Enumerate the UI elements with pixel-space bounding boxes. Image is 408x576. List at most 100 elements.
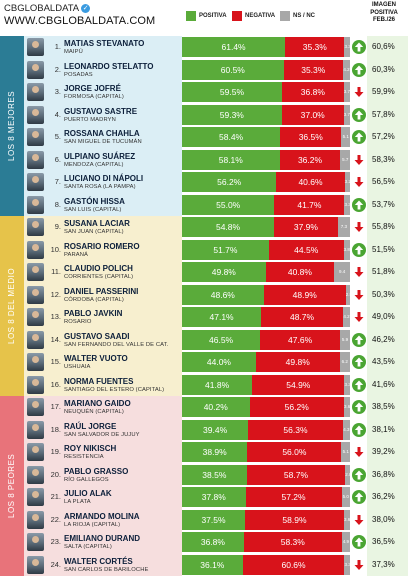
bar-ns-label: 3.7 [343,89,351,94]
imagen-value: 51,8% [372,267,395,276]
bar-positive-label: 38.5% [202,469,227,480]
bar-ns-label: 3.3 [344,561,351,567]
imagen-value: 59,9% [372,87,395,96]
bar-ns [334,262,350,282]
bar-negative [243,532,342,552]
imagen-value: 56,5% [372,177,395,186]
legend-positive: POSITIVA [186,11,227,23]
arrow-down-icon [352,175,366,189]
brand-url: WWW.CBGLOBALDATA.COM [4,15,156,27]
table-row: 4. GUSTAVO SASTRE PUERTO MADRYN 59.3% 37.0% 3… [0,104,408,126]
arrow-up-icon [352,40,366,54]
rank-number: 4. [54,109,61,119]
stacked-bar: 61.4% 35.3% 3.3 [182,37,351,57]
legend-ns-label: NS / NC [293,13,316,19]
bar-positive [182,464,247,485]
group-side-strip [0,36,24,216]
person-name: ROSSANA CHAHLA [64,129,140,138]
bar-negative-label: 58.7% [283,469,309,480]
place-name: CÓRDOBA (CAPITAL) [64,296,124,303]
bar-positive-label: 55.0% [216,199,241,210]
rank-number: 22. [50,514,61,524]
bar-negative-label: 56.2% [284,402,309,412]
table-row: 19. ROY NIKISCH RESISTENCIA 38.9% 56.0% 5.1 39… [0,441,408,463]
arrow-up-icon [352,62,366,77]
avatar [27,555,44,574]
rank-number: 5. [54,132,61,141]
table-row: 9. SUSANA LACIAR SAN JUAN (CAPITAL) 54.8% 37… [0,216,408,238]
bar-ns [344,172,350,192]
bar-negative [261,307,343,327]
bar-positive [182,37,286,57]
bar-positive-label: 49.8% [211,267,236,277]
imagen-value: 58,3% [372,154,395,164]
stacked-bar: 56.2% 40.6% 3.2 [182,172,351,192]
stacked-bar: 59.5% 36.8% 3.7 [182,82,350,102]
imagen-value: 39,2% [372,447,395,456]
avatar [27,308,44,326]
person-name: ULPIANO SUÁREZ [64,151,136,161]
imagen-value: 36,2% [372,492,395,501]
bar-ns [344,37,350,57]
arrow-down-icon [352,310,366,324]
stacked-bar: 58.1% 36.2% 5.7 [182,149,350,170]
avatar [27,263,44,281]
bar-positive [182,262,266,282]
bar-positive-label: 39.4% [203,424,228,435]
bar-ns-label: 3.3 [344,201,351,207]
avatar [27,128,44,146]
rank-number: 16. [50,379,61,389]
bar-positive [182,532,244,552]
imagen-value: 60,3% [372,64,395,74]
bar-ns-label: 3.6 [343,404,351,409]
bar-negative [280,127,342,147]
stacked-bar: 40.2% 56.2% 3.6 [182,397,350,417]
arrow-down-icon [352,512,366,527]
person-name: CLAUDIO POLICH [64,264,133,273]
avatar [27,195,44,214]
bar-negative [245,487,342,507]
avatar [27,510,44,529]
place-name: SAN FERNANDO DEL VALLE DE CAT. [64,341,169,348]
bar-ns [343,239,350,260]
imagen-value: 38,0% [372,514,395,524]
rank-number: 21. [50,492,61,501]
bar-ns-label: 3.6 [343,516,351,522]
verified-badge-icon: ✓ [81,3,91,13]
bar-negative-label: 35.3% [302,42,327,52]
person-name: GUSTAVO SAADI [64,331,130,341]
bar-positive-label: 41.8% [205,379,230,390]
arrow-up-icon [352,400,366,414]
bar-ns [342,307,350,327]
person-name: PABLO JAVKIN [64,309,123,318]
arrow-up-icon [352,130,366,144]
place-name: RESISTENCIA [64,454,104,460]
place-name: SANTIAGO DEL ESTERO (CAPITAL) [64,386,165,393]
person-name: JORGE JOFRÉ [64,84,121,93]
bar-positive [182,217,275,237]
bar-ns [344,374,350,395]
bar-positive [182,172,277,192]
bar-negative [255,352,340,372]
person-name: WALTER VUOTO [64,354,128,363]
bar-ns [341,532,350,552]
bar-negative-label: 37.9% [293,222,318,232]
table-row: 12. DANIEL PASSERINI CÓRDOBA (CAPITAL) 48.6… [0,284,408,306]
avatar [27,150,44,169]
stacked-bar: 59.3% 37.0% 3.7 [182,104,350,125]
bar-negative-label: 58.9% [282,514,307,525]
bar-positive-label: 44.0% [206,357,231,367]
stacked-bar: 55.0% 41.7% 3.3 [182,194,351,215]
arrow-up-icon [352,535,366,549]
bar-positive [182,509,245,530]
bar-positive [182,149,280,170]
bar-negative-label: 47.6% [288,334,313,345]
bar-positive-label: 60.5% [220,64,245,75]
bar-ns-label: 4.2 [343,66,350,72]
place-name: CORRIENTES (CAPITAL) [64,274,134,280]
imagen-value: 57,8% [372,109,395,119]
bar-negative-label: 36.8% [300,87,325,97]
legend-negative: NEGATIVA [232,11,275,23]
bar-positive [182,397,250,417]
bar-negative [247,442,342,462]
